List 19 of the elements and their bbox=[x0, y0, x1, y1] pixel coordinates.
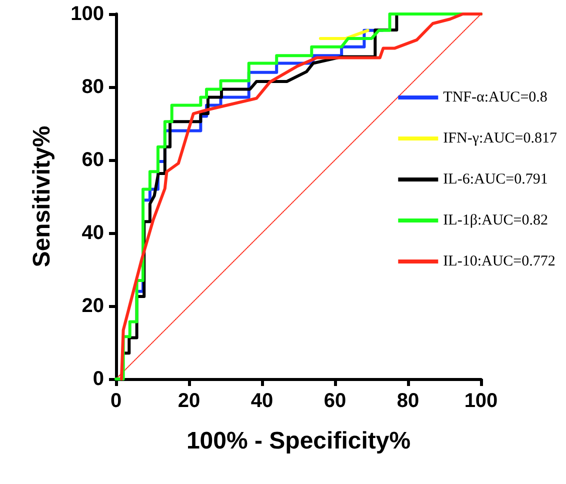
legend-label: IL-1β:AUC=0.82 bbox=[443, 212, 548, 228]
y-tick-label: 60 bbox=[82, 149, 104, 171]
x-axis-title: 100% - Specificity% bbox=[186, 428, 411, 454]
x-tick-label: 20 bbox=[178, 390, 200, 412]
y-tick-label: 80 bbox=[82, 76, 104, 98]
y-tick-label: 20 bbox=[82, 295, 104, 317]
x-tick-label: 100 bbox=[464, 390, 498, 412]
x-tick-label: 80 bbox=[396, 390, 420, 412]
y-axis-title: Sensitivity% bbox=[28, 126, 56, 268]
legend-label: TNF-α:AUC=0.8 bbox=[443, 90, 548, 106]
y-tick-label: 0 bbox=[92, 368, 104, 390]
y-tick-label: 40 bbox=[82, 222, 104, 244]
y-tick-label: 100 bbox=[70, 3, 104, 25]
legend-label: IL-6:AUC=0.791 bbox=[443, 172, 548, 188]
legend-label: IL-10:AUC=0.772 bbox=[443, 254, 556, 270]
x-tick-label: 40 bbox=[250, 390, 274, 412]
x-tick-label: 60 bbox=[324, 390, 346, 412]
x-tick-label: 0 bbox=[110, 390, 122, 412]
legend-label: IFN-γ:AUC=0.817 bbox=[443, 130, 558, 146]
